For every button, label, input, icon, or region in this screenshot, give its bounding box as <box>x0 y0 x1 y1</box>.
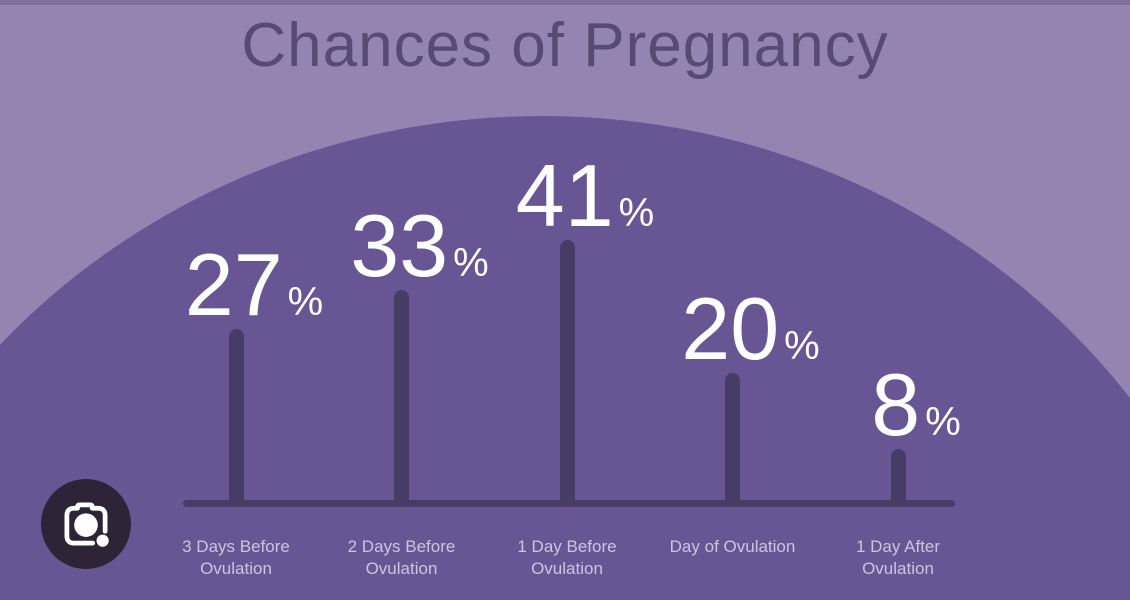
value-label: 27% <box>184 234 324 336</box>
bar <box>559 240 575 507</box>
bar <box>228 329 244 507</box>
top-edge-shade <box>0 0 1130 5</box>
bar <box>725 373 740 507</box>
bar <box>394 290 409 507</box>
category-label: Day of Ovulation <box>669 537 796 556</box>
value-label: 8% <box>846 354 986 456</box>
percent-sign: % <box>287 280 324 324</box>
value-number: 20 <box>681 279 780 378</box>
google-lens-button[interactable] <box>41 479 131 569</box>
category-label: 1 Day Before Ovulation <box>517 537 617 578</box>
chart-title: Chances of Pregnancy <box>241 11 889 80</box>
value-label: 33% <box>350 195 490 297</box>
camera-lens-icon <box>64 502 109 547</box>
value-number: 41 <box>515 146 614 245</box>
value-number: 8 <box>871 355 921 454</box>
percent-sign: % <box>453 241 489 285</box>
value-label: 20% <box>681 278 821 380</box>
percent-sign: % <box>784 324 820 368</box>
category-label: 3 Days Before Ovulation <box>182 537 290 578</box>
percent-sign: % <box>618 191 655 235</box>
percent-sign: % <box>925 400 961 444</box>
category-label: 2 Days Before Ovulation <box>347 537 456 578</box>
value-label: 41% <box>515 145 655 247</box>
category-label: 1 Day After Ovulation <box>855 537 941 578</box>
value-number: 33 <box>350 196 449 295</box>
bar <box>890 449 906 507</box>
value-number: 27 <box>184 235 283 334</box>
